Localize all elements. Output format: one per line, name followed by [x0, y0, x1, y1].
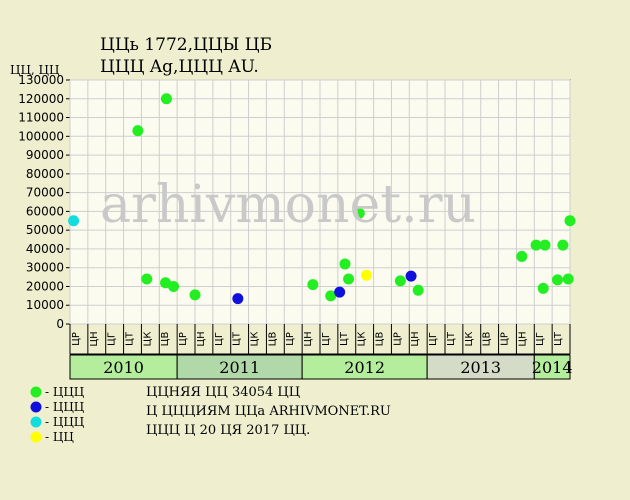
legend-marker: [30, 386, 42, 398]
legend-marker: [30, 431, 42, 443]
year-band: [69, 354, 178, 380]
data-point: [141, 273, 153, 285]
month-label: ЦВ: [160, 332, 171, 347]
data-point: [412, 284, 424, 296]
month-label: ЦН: [517, 331, 528, 346]
legend-label: - ЦЦЦ: [45, 385, 85, 399]
data-point: [353, 207, 365, 219]
y-tick-label: 80000: [26, 167, 64, 181]
year-label: 2010: [103, 358, 144, 377]
data-point: [232, 293, 244, 305]
legend-label: - ЦЦЦ: [45, 400, 85, 414]
y-tick-label: 110000: [18, 111, 64, 125]
y-tick-label: 120000: [18, 92, 64, 106]
month-label: ЦТ: [553, 331, 564, 346]
month-label: ЦТ: [125, 331, 136, 346]
month-label: ЦР: [392, 332, 403, 346]
legend-label: - ЦЦЦ: [45, 415, 85, 429]
year-label: 2014: [532, 358, 573, 377]
data-point: [307, 279, 319, 291]
data-point: [564, 215, 576, 227]
month-label: ЦГ: [214, 332, 225, 346]
y-tick-label: 130000: [18, 73, 64, 87]
data-point: [516, 250, 528, 262]
month-label: ЦВ: [267, 332, 278, 347]
month-label: ЦН: [410, 331, 421, 346]
plot-area: 0 10000 20000 30000 40000 50000 60000 70000 8000…: [18, 73, 576, 380]
data-point: [339, 258, 351, 270]
month-label: ЦВ: [482, 332, 493, 347]
data-point: [360, 269, 372, 281]
data-point: [132, 125, 144, 137]
info-line-3: ЦЦЦ Ц 20 ЦЯ 2017 ЦЦ.: [146, 423, 310, 438]
y-tick-label: 100000: [18, 129, 64, 143]
data-point: [552, 274, 563, 286]
y-tick-label: 60000: [26, 204, 64, 218]
month-label: ЦР: [500, 332, 511, 346]
chart-title: ЦЦь 1772,ЦЦЫ ЦБ: [100, 35, 272, 55]
legend: - ЦЦЦ- ЦЦЦ- ЦЦЦ- ЦЦ: [30, 385, 85, 444]
data-point: [537, 282, 549, 294]
year-band: [533, 354, 571, 380]
month-label: ЦР: [71, 332, 82, 346]
month-label: ЦН: [89, 331, 100, 346]
month-label: ЦТ: [339, 331, 350, 346]
year-label: 2012: [344, 358, 385, 377]
data-point: [405, 270, 417, 282]
month-label: ЦГ: [321, 332, 332, 346]
month-label: ЦГ: [107, 332, 118, 346]
y-tick-label: 70000: [26, 186, 64, 200]
chart-subtitle: ЦЦЦ Ag,ЦЦЦ AU.: [100, 57, 259, 77]
month-label: ЦК: [250, 332, 261, 347]
y-tick-label: 50000: [26, 223, 64, 237]
data-point: [189, 289, 201, 301]
legend-marker: [30, 401, 42, 413]
data-point: [168, 280, 180, 292]
month-label: ЦР: [285, 332, 296, 346]
info-line-1: ЦЦНЯЯ ЦЦ 34054 ЦЦ: [146, 385, 300, 400]
year-band: [426, 354, 535, 380]
data-point: [394, 275, 406, 287]
data-point: [562, 273, 574, 285]
year-label: 2011: [219, 358, 260, 377]
month-label: ЦК: [357, 332, 368, 347]
y-tick-label: 90000: [26, 148, 64, 162]
month-label: ЦН: [303, 331, 314, 346]
legend-marker: [30, 416, 42, 428]
data-point: [160, 93, 172, 105]
data-point: [343, 273, 355, 285]
y-tick-label: 20000: [26, 279, 64, 293]
month-label: ЦГ: [428, 332, 439, 346]
month-label: ЦН: [196, 331, 207, 346]
data-point: [334, 286, 346, 298]
month-label: ЦК: [464, 332, 475, 347]
month-label: ЦВ: [375, 332, 386, 347]
y-tick-label: 40000: [26, 242, 64, 256]
info-line-2: Ц ЦЦЦИЯМ ЦЦа ARHIVMONET.RU: [146, 404, 391, 419]
data-point: [539, 239, 551, 251]
year-label: 2013: [460, 358, 501, 377]
y-tick-label: 30000: [26, 261, 64, 275]
watermark: arhivmonet.ru: [100, 175, 476, 235]
legend-label: - ЦЦ: [45, 430, 74, 444]
data-point: [530, 239, 542, 251]
month-label: ЦГ: [535, 332, 546, 346]
data-point: [557, 239, 569, 251]
data-point: [325, 290, 337, 302]
year-band: [301, 354, 428, 380]
month-label: ЦК: [142, 332, 153, 347]
y-tick-label: 0: [56, 317, 64, 331]
month-label: ЦТ: [232, 331, 243, 346]
month-label: ЦР: [178, 332, 189, 346]
y-tick-label: 10000: [26, 298, 64, 312]
data-point: [68, 215, 80, 227]
y-axis-label: ЦЦ, ЦЦ: [10, 63, 60, 77]
month-label: ЦТ: [446, 331, 457, 346]
